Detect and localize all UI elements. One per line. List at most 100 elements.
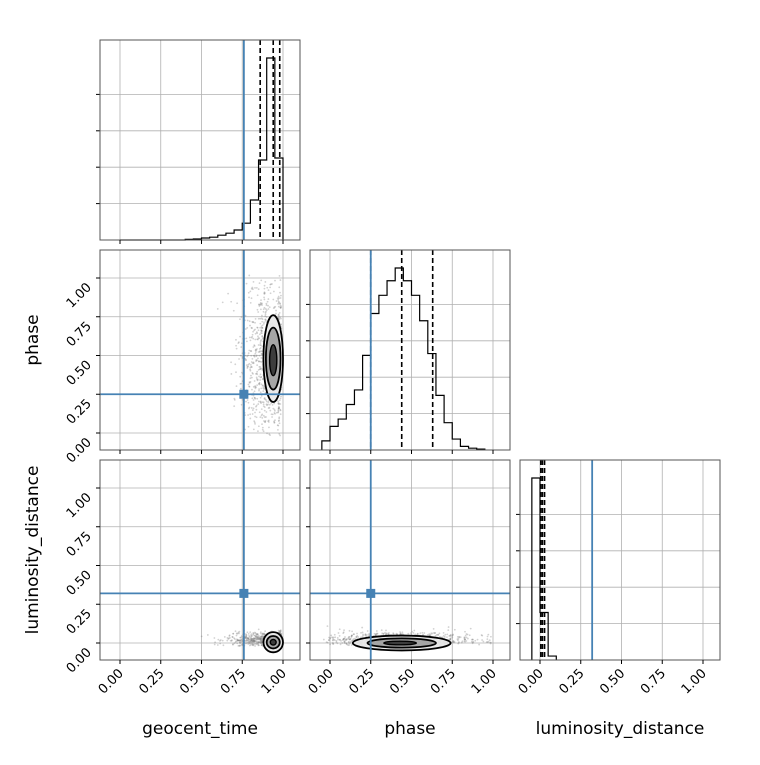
sample-point <box>264 315 267 317</box>
sample-point <box>261 428 264 431</box>
sample-point <box>239 335 242 338</box>
sample-point <box>325 641 328 644</box>
sample-point <box>343 642 346 645</box>
sample-point <box>270 283 272 286</box>
sample-point <box>260 639 263 642</box>
sample-point <box>240 342 243 345</box>
sample-point <box>442 634 445 637</box>
sample-point <box>251 639 253 642</box>
sample-point <box>465 636 468 639</box>
sample-point <box>257 642 259 645</box>
sample-point <box>273 408 276 411</box>
sample-point <box>251 321 254 323</box>
sample-point <box>258 637 261 640</box>
sample-point <box>259 376 262 379</box>
sample-point <box>235 338 237 341</box>
panel-hist-geocent_time <box>96 39 301 244</box>
sample-point <box>255 643 257 646</box>
sample-point <box>356 634 359 637</box>
sample-point <box>278 315 280 318</box>
sample-point <box>328 636 330 639</box>
sample-point <box>279 297 282 299</box>
sample-point <box>261 401 264 404</box>
sample-point <box>229 637 231 639</box>
x-tick-label: 0.50 <box>387 666 418 697</box>
sample-point <box>265 309 268 312</box>
sample-point <box>249 377 252 380</box>
sample-point <box>251 335 254 338</box>
sample-point <box>452 640 455 642</box>
sample-point <box>261 632 264 635</box>
sample-point <box>253 640 256 643</box>
sample-point <box>256 633 259 636</box>
sample-point <box>266 404 268 407</box>
sample-point <box>260 414 263 417</box>
sample-point <box>342 638 345 641</box>
sample-point <box>261 426 264 429</box>
sample-point <box>277 302 279 305</box>
sample-point <box>252 637 255 640</box>
sample-point <box>278 422 281 425</box>
sample-point <box>259 326 262 329</box>
sample-point <box>381 632 384 635</box>
sample-point <box>271 413 274 416</box>
sample-point <box>252 330 254 333</box>
sample-point <box>464 638 467 641</box>
sample-point <box>253 641 255 643</box>
sample-point <box>331 637 334 639</box>
sample-point <box>489 641 491 644</box>
sample-point <box>260 329 262 332</box>
sample-point <box>263 293 266 295</box>
sample-point <box>256 379 259 382</box>
sample-point <box>256 308 259 311</box>
sample-point <box>263 406 266 409</box>
sample-point <box>226 637 229 639</box>
sample-point <box>239 354 242 357</box>
sample-point <box>264 319 267 322</box>
sample-point <box>258 638 261 641</box>
sample-point <box>348 638 351 641</box>
sample-point <box>260 641 263 644</box>
sample-point <box>347 641 350 644</box>
sample-point <box>248 636 251 638</box>
sample-point <box>250 366 253 368</box>
sample-point <box>253 642 256 645</box>
sample-point <box>249 290 252 293</box>
sample-point <box>263 632 266 635</box>
sample-point <box>265 302 268 305</box>
sample-point <box>349 641 352 644</box>
sample-point <box>251 640 254 643</box>
sample-point <box>257 640 260 643</box>
sample-point <box>279 403 282 405</box>
sample-point <box>248 638 250 641</box>
sample-point <box>241 352 244 355</box>
sample-point <box>347 636 350 639</box>
sample-point <box>276 297 279 300</box>
sample-point <box>430 632 433 635</box>
sample-point <box>260 641 263 644</box>
sample-point <box>219 639 222 641</box>
sample-point <box>261 367 264 370</box>
sample-point <box>348 636 350 638</box>
sample-point <box>258 400 260 403</box>
sample-point <box>251 637 254 640</box>
sample-point <box>258 388 261 390</box>
sample-point <box>260 637 263 639</box>
sample-point <box>278 402 281 405</box>
sample-point <box>252 639 255 642</box>
sample-point <box>465 640 468 642</box>
sample-point <box>252 321 255 323</box>
sample-point <box>252 632 255 634</box>
sample-point <box>239 639 242 641</box>
sample-point <box>252 362 255 365</box>
sample-point <box>331 638 334 641</box>
sample-point <box>258 305 261 307</box>
sample-point <box>343 640 346 642</box>
sample-point <box>335 641 338 644</box>
sample-point <box>259 360 262 363</box>
sample-point <box>272 298 275 301</box>
sample-point <box>241 639 244 642</box>
sample-point <box>279 413 282 416</box>
contour-line <box>351 634 452 652</box>
sample-point <box>257 636 259 638</box>
